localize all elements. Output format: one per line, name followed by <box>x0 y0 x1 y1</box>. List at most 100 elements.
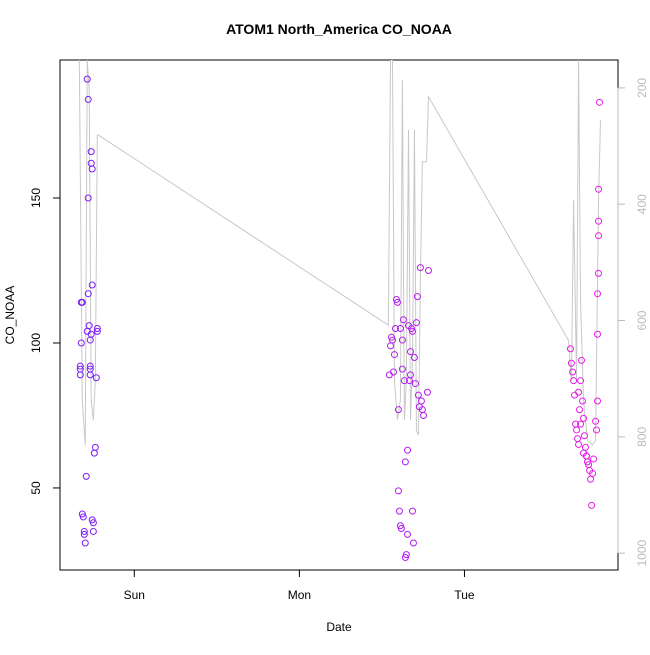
data-point <box>594 330 602 338</box>
data-point <box>87 330 95 338</box>
data-point <box>84 194 92 202</box>
data-point <box>420 411 428 419</box>
data-point <box>392 295 400 303</box>
pressure-line <box>78 60 602 446</box>
data-point <box>92 374 100 382</box>
data-point <box>417 397 425 405</box>
data-point <box>588 501 596 509</box>
data-point <box>393 298 401 306</box>
data-point <box>391 324 399 332</box>
plot-area <box>76 60 604 562</box>
data-point <box>582 452 590 460</box>
data-point <box>569 368 577 376</box>
data-point <box>388 336 396 344</box>
data-point <box>596 98 604 106</box>
data-point <box>575 440 583 448</box>
data-point <box>394 487 402 495</box>
data-point <box>77 339 85 347</box>
data-point <box>84 95 92 103</box>
data-point <box>389 368 397 376</box>
data-point <box>80 527 88 535</box>
data-point <box>78 510 86 518</box>
data-point <box>412 319 420 327</box>
data-point <box>89 527 97 535</box>
data-point <box>423 388 431 396</box>
data-point <box>401 554 409 562</box>
data-point <box>595 232 603 240</box>
data-point <box>594 290 602 298</box>
data-point <box>86 362 94 370</box>
data-point <box>592 417 600 425</box>
x-tick-label: Tue <box>454 588 475 602</box>
data-point <box>82 472 90 480</box>
data-point <box>570 377 578 385</box>
data-point <box>579 397 587 405</box>
data-point <box>407 324 415 332</box>
data-point <box>395 507 403 515</box>
data-point <box>424 266 432 274</box>
data-point <box>390 351 398 359</box>
data-point <box>590 455 598 463</box>
data-point <box>394 406 402 414</box>
data-point <box>406 348 414 356</box>
data-point <box>87 148 95 156</box>
data-point <box>408 327 416 335</box>
data-point <box>406 371 414 379</box>
data-point <box>593 426 601 434</box>
data-point <box>78 298 86 306</box>
data-point <box>413 293 421 301</box>
data-point <box>76 371 84 379</box>
x-tick-label: Sun <box>124 588 145 602</box>
data-point <box>566 345 574 353</box>
data-point <box>88 165 96 173</box>
y-tick-label: 50 <box>29 481 43 495</box>
data-point <box>595 269 603 277</box>
data-point <box>576 406 584 414</box>
x-tick-label: Mon <box>288 588 311 602</box>
data-point <box>579 414 587 422</box>
data-point <box>85 322 93 330</box>
data-point <box>76 362 84 370</box>
data-point <box>398 336 406 344</box>
y-tick-label: 100 <box>29 333 43 353</box>
data-point <box>399 316 407 324</box>
data-point <box>411 380 419 388</box>
data-point <box>84 290 92 298</box>
y2-tick-label: 400 <box>635 194 649 214</box>
data-point <box>408 507 416 515</box>
data-point <box>89 519 97 527</box>
y2-tick-label: 200 <box>635 78 649 98</box>
data-point <box>595 185 603 193</box>
y2-tick-label: 1000 <box>635 539 649 566</box>
data-point <box>398 365 406 373</box>
data-point <box>595 217 603 225</box>
data-point <box>387 333 395 341</box>
data-point <box>573 426 581 434</box>
data-point <box>589 469 597 477</box>
data-point <box>577 420 585 428</box>
data-point <box>93 327 101 335</box>
data-point <box>404 530 412 538</box>
data-point <box>410 353 418 361</box>
data-point <box>79 513 87 521</box>
data-point <box>396 522 404 530</box>
y-tick-label: 150 <box>29 188 43 208</box>
data-point <box>91 443 99 451</box>
data-point <box>397 525 405 533</box>
chart-title: ATOM1 North_America CO_NOAA <box>226 21 452 37</box>
data-point <box>88 281 96 289</box>
x-axis-label: Date <box>326 620 352 634</box>
data-point <box>578 356 586 364</box>
y2-tick-label: 600 <box>635 310 649 330</box>
axes: Sun Mon Tue 50 100 150 200 400 600 800 1000 <box>29 78 649 602</box>
data-point <box>81 539 89 547</box>
data-point <box>594 397 602 405</box>
data-point <box>404 446 412 454</box>
data-point <box>86 371 94 379</box>
data-point <box>396 324 404 332</box>
data-point <box>401 458 409 466</box>
y-axis-label: CO_NOAA <box>3 286 17 345</box>
data-point <box>93 324 101 332</box>
